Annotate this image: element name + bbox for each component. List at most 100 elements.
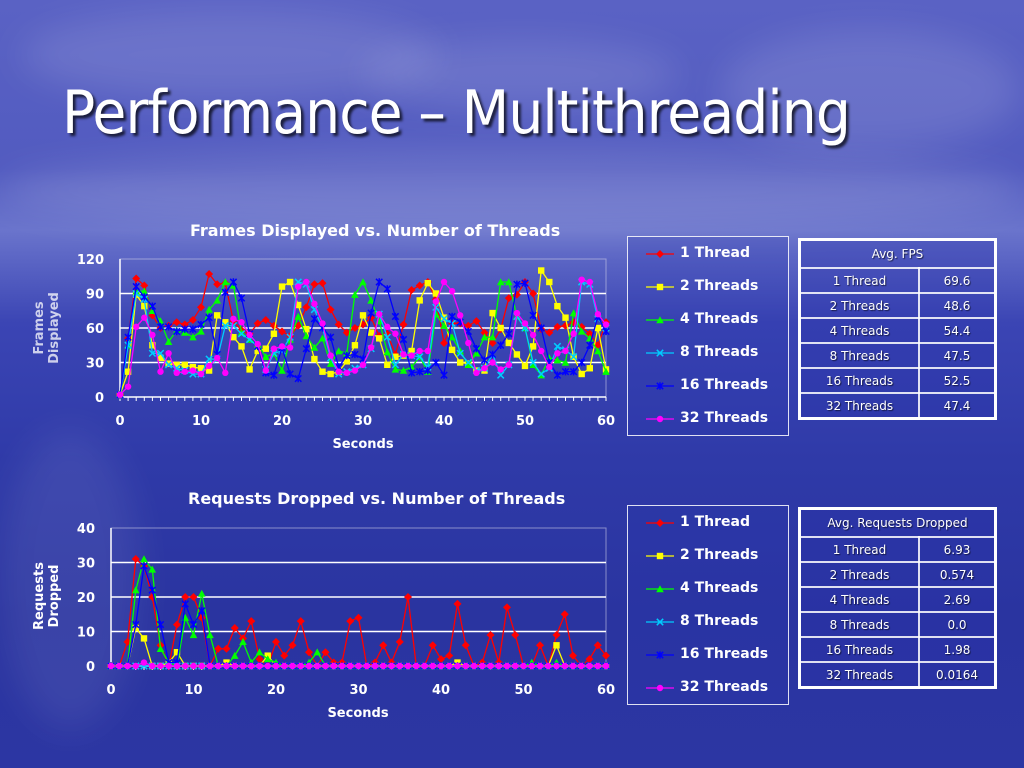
data-point bbox=[440, 278, 448, 286]
data-point bbox=[399, 335, 408, 344]
data-point bbox=[206, 662, 214, 670]
row-value: 47.5 bbox=[918, 342, 997, 369]
data-point bbox=[489, 309, 496, 317]
data-point bbox=[350, 324, 359, 332]
data-point bbox=[440, 315, 448, 323]
data-point bbox=[448, 312, 456, 321]
data-point bbox=[173, 620, 181, 629]
legend-marker-icon bbox=[646, 680, 674, 694]
data-point bbox=[538, 347, 545, 355]
row-value: 54.4 bbox=[918, 317, 997, 344]
data-point bbox=[521, 279, 529, 287]
data-point bbox=[553, 356, 562, 364]
y-tick-label: 30 bbox=[77, 557, 95, 572]
data-point bbox=[237, 294, 246, 302]
legend-marker-icon bbox=[646, 345, 674, 359]
data-point bbox=[322, 662, 329, 670]
data-point bbox=[351, 290, 359, 298]
data-point bbox=[132, 662, 139, 670]
data-point bbox=[205, 362, 213, 370]
data-point bbox=[388, 662, 395, 670]
data-point bbox=[281, 662, 288, 670]
data-point bbox=[585, 655, 594, 664]
data-point bbox=[383, 348, 392, 356]
data-point bbox=[140, 287, 149, 295]
x-tick-label: 20 bbox=[267, 683, 285, 698]
data-point bbox=[399, 320, 408, 329]
data-point bbox=[586, 662, 593, 670]
data-point bbox=[432, 298, 440, 305]
data-point bbox=[238, 343, 245, 350]
data-point bbox=[586, 278, 593, 286]
data-point bbox=[367, 296, 375, 304]
data-point bbox=[141, 314, 148, 321]
data-point bbox=[521, 320, 529, 327]
data-point bbox=[416, 347, 423, 355]
data-point bbox=[593, 641, 602, 650]
data-point bbox=[190, 662, 197, 670]
x-tick-label: 30 bbox=[349, 683, 367, 698]
data-point bbox=[553, 322, 562, 331]
data-point bbox=[351, 350, 359, 359]
data-point bbox=[473, 369, 480, 377]
data-point bbox=[335, 368, 342, 375]
data-point bbox=[408, 352, 415, 359]
data-point bbox=[256, 662, 263, 670]
data-point bbox=[552, 630, 561, 639]
data-point bbox=[536, 641, 544, 650]
background-cloud bbox=[0, 150, 1024, 230]
data-point bbox=[399, 366, 408, 374]
data-point bbox=[295, 301, 302, 309]
data-point bbox=[351, 367, 359, 374]
data-point bbox=[392, 330, 399, 337]
data-point bbox=[165, 360, 172, 367]
data-point bbox=[529, 289, 538, 298]
data-point bbox=[302, 344, 311, 353]
data-point bbox=[488, 333, 497, 341]
legend-swatch-svg bbox=[646, 415, 674, 423]
legend-marker bbox=[656, 585, 664, 593]
data-point bbox=[334, 320, 343, 329]
data-point bbox=[465, 339, 472, 347]
data-point bbox=[148, 302, 157, 310]
y-tick-label: 0 bbox=[86, 660, 95, 675]
data-point bbox=[197, 370, 205, 378]
data-point bbox=[480, 333, 489, 341]
data-point bbox=[602, 321, 610, 328]
data-point bbox=[205, 305, 213, 313]
slide-title: Performance – Multithreading bbox=[62, 78, 851, 148]
series-32-threads bbox=[116, 276, 610, 398]
data-point bbox=[602, 662, 610, 670]
data-point bbox=[562, 314, 569, 321]
legend-swatch-svg bbox=[646, 684, 674, 692]
legend-swatch-svg bbox=[646, 618, 674, 626]
x-tick-label: 0 bbox=[115, 414, 124, 429]
y-tick-label: 40 bbox=[77, 522, 95, 537]
data-point bbox=[165, 662, 172, 670]
data-point bbox=[561, 662, 568, 670]
data-point bbox=[124, 368, 132, 375]
data-point bbox=[384, 361, 391, 368]
data-point bbox=[554, 302, 561, 310]
data-point bbox=[408, 347, 415, 355]
data-point bbox=[391, 365, 400, 373]
data-point bbox=[481, 365, 488, 372]
data-point bbox=[157, 368, 164, 375]
data-point bbox=[495, 662, 502, 670]
row-label: 8 Threads bbox=[798, 342, 920, 369]
data-point bbox=[239, 662, 247, 670]
data-point bbox=[569, 353, 578, 361]
x-tick-label: 20 bbox=[273, 414, 291, 429]
data-point bbox=[343, 358, 350, 365]
legend-item: 32 Threads bbox=[646, 677, 768, 697]
data-point bbox=[255, 655, 264, 664]
x-tick-label: 40 bbox=[435, 414, 453, 429]
data-point bbox=[197, 327, 205, 335]
data-point bbox=[577, 327, 586, 335]
data-point bbox=[314, 662, 321, 670]
table-row: 1 Thread 69.6 bbox=[798, 267, 997, 294]
legend-requests: 1 Thread 2 Threads 4 Threads 8 Threads 1… bbox=[627, 505, 789, 705]
data-point bbox=[107, 662, 115, 670]
data-point bbox=[505, 361, 512, 368]
